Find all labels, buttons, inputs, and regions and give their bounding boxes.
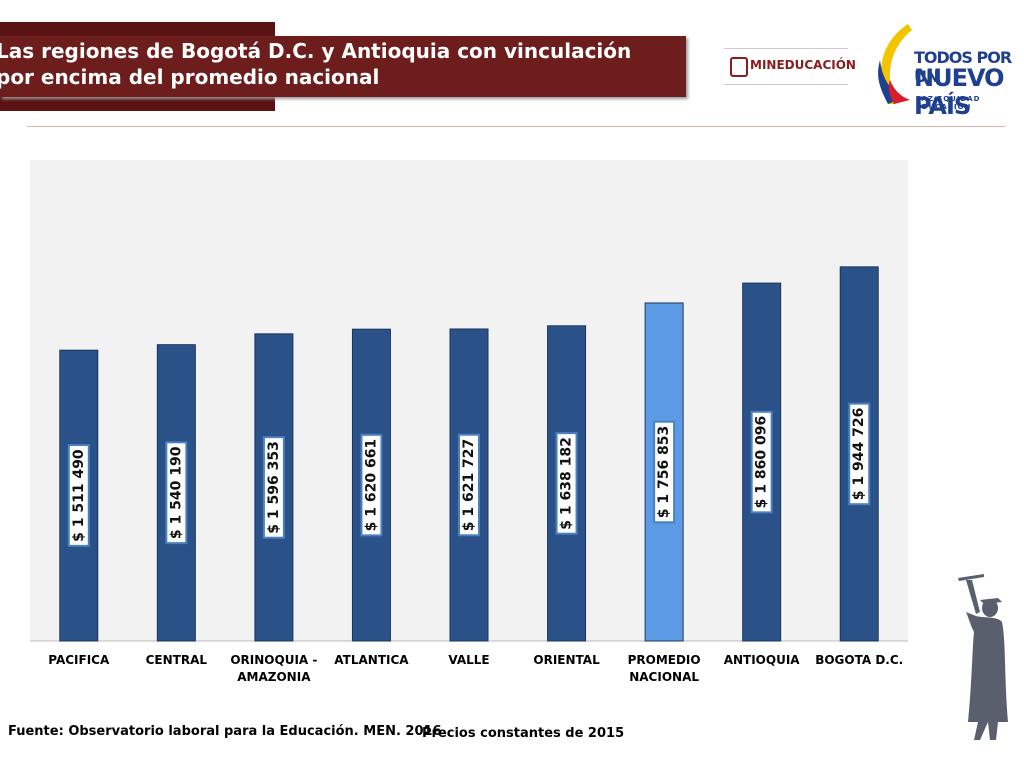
value-label-box (750, 410, 773, 514)
x-tick-label: BOGOTA D.C. (815, 653, 904, 667)
value-label: $ 1 860 096 (754, 416, 770, 509)
value-label: $ 1 756 853 (656, 426, 672, 519)
source: Fuente: Observatorio laboral para la Edu… (8, 724, 442, 739)
shield (730, 57, 748, 77)
x-tick-label: VALLE (448, 653, 490, 667)
graduate-icon (958, 574, 1008, 740)
value-label-box (67, 444, 90, 547)
ministry-text: MINEDUCACIÓN (750, 58, 856, 72)
x-tick-label: PROMEDIO NACIONAL (627, 653, 701, 684)
chart-title: Las regiones de Bogotá D.C. y Antioquia … (0, 39, 632, 89)
value-label: $ 1 621 727 (461, 439, 477, 532)
value-label: $ 1 540 190 (168, 446, 184, 539)
x-tick-label: PACIFICA (48, 653, 110, 667)
ministry-logo: MINEDUCACIÓN (724, 48, 856, 85)
value-label: $ 1 511 490 (71, 449, 87, 542)
value-label-box (360, 433, 383, 537)
value-label-box (555, 432, 578, 535)
value-label-box (848, 402, 871, 506)
flag-swoosh (878, 24, 912, 104)
value-label-box (165, 441, 188, 545)
x-tick-label: ATLANTICA (334, 653, 409, 667)
value-label-box (458, 433, 480, 537)
value-label-box (262, 436, 285, 539)
title-box (0, 36, 686, 97)
value-label-box (653, 420, 676, 524)
slogan-sub: PAZ EQUIDAD EDUCACIÓN (916, 95, 981, 111)
x-tick-label: ORINOQUIA - AMAZONIA (230, 653, 318, 684)
note: Precios constantes de 2015 (422, 726, 625, 741)
slogan-main: NUEVO PAÍS (914, 64, 1005, 120)
value-label: $ 1 944 726 (851, 408, 867, 501)
separator (27, 126, 1005, 127)
value-label: $ 1 620 661 (363, 439, 379, 532)
x-tick-label: ANTIOQUIA (723, 653, 800, 667)
value-label: $ 1 596 353 (266, 441, 282, 534)
value-label: $ 1 638 182 (559, 437, 575, 530)
slogan-top: TODOS POR UN (914, 48, 1012, 86)
x-tick-label: ORIENTAL (533, 653, 600, 667)
x-tick-label: CENTRAL (145, 653, 208, 667)
